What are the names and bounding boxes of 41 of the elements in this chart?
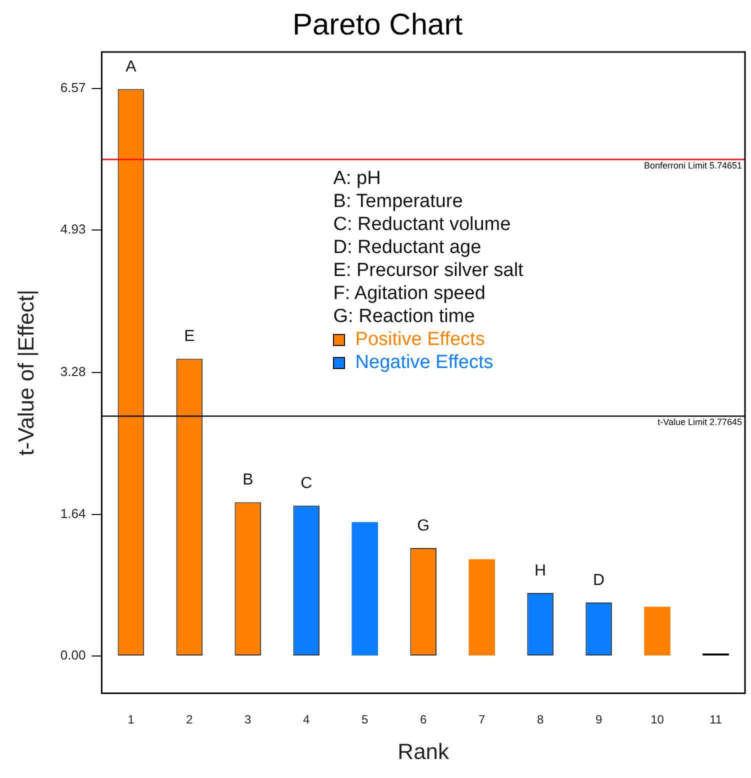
annotation: D: Reductant age xyxy=(333,236,482,260)
y-axis-title: t-Value of |Effect| xyxy=(13,290,38,456)
legend-label: Positive Effects xyxy=(354,328,486,352)
chart-title: Pareto Chart xyxy=(292,8,464,42)
y-tick-label: 4.93 xyxy=(60,222,86,237)
annotation: B: Temperature xyxy=(333,190,464,214)
annotation: A xyxy=(126,58,137,76)
x-axis-title: Rank xyxy=(398,738,450,764)
y-tick-label: 0.00 xyxy=(60,648,86,663)
ref-line-label: t-Value Limit 2.77645 xyxy=(658,417,742,428)
x-tick-label: 2 xyxy=(186,712,194,727)
annotation: C xyxy=(300,475,312,492)
annotation: G: Reaction time xyxy=(333,305,476,328)
annotation: A: pH xyxy=(333,167,382,190)
annotation: E: Precursor silver salt xyxy=(333,259,524,282)
x-tick-label: 1 xyxy=(128,712,135,727)
annotation: D xyxy=(593,572,605,589)
ref-line-label: Bonferroni Limit 5.74651 xyxy=(644,160,742,170)
x-tick-label: 4 xyxy=(303,712,310,727)
x-tick-label: 3 xyxy=(244,712,252,727)
annotation: G xyxy=(417,517,430,534)
bar xyxy=(702,653,729,656)
y-tick-label: 1.64 xyxy=(60,506,86,521)
annotation: B xyxy=(242,472,254,489)
y-tick-label: 6.57 xyxy=(60,80,86,95)
x-tick-label: 11 xyxy=(710,712,722,727)
bar xyxy=(468,559,495,656)
annotation: C: Reductant volume xyxy=(333,213,512,236)
bar xyxy=(644,606,670,656)
x-tick-label: 5 xyxy=(362,712,369,727)
y-tick-label: 3.28 xyxy=(60,364,86,380)
annotation: F: Agitation speed xyxy=(333,282,486,306)
x-tick-label: 7 xyxy=(478,712,486,727)
x-tick-label: 6 xyxy=(420,712,428,727)
bar xyxy=(352,522,378,656)
annotation: H xyxy=(534,562,546,580)
x-tick-label: 8 xyxy=(536,712,544,727)
x-tick-label: 9 xyxy=(595,712,602,727)
annotation: E xyxy=(184,328,195,346)
x-tick-label: 10 xyxy=(650,712,664,727)
legend-label: Negative Effects xyxy=(354,351,494,374)
